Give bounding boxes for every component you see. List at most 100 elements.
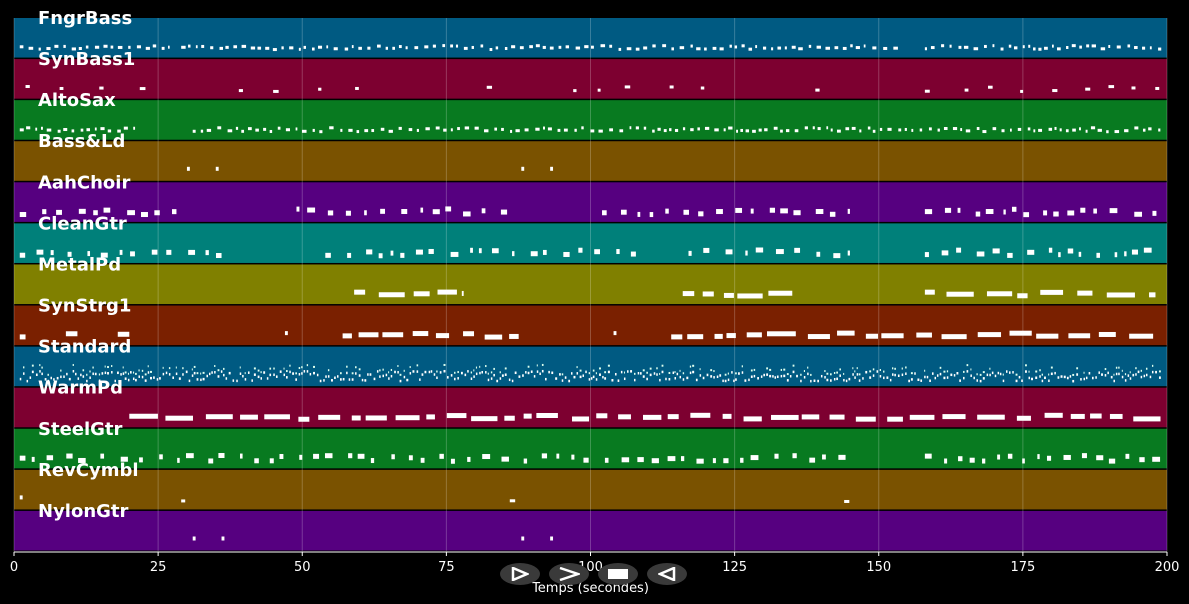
note [602,210,607,216]
forward-button[interactable] [549,563,589,585]
note [1085,376,1088,380]
note [499,371,501,374]
note [1140,375,1143,379]
note [19,128,24,132]
note [713,370,715,373]
note [31,364,34,367]
note [77,377,80,380]
note [879,375,882,378]
note [777,46,782,50]
note [815,88,820,92]
note [247,371,250,374]
note [745,250,748,256]
note [690,128,694,132]
note [1048,379,1050,383]
note [729,44,732,48]
note [646,371,648,374]
note [289,46,294,50]
note [415,249,423,255]
stop-button[interactable] [598,563,638,585]
note [361,378,364,382]
rewind-icon [658,567,676,581]
note [916,332,932,338]
note [588,372,591,375]
note [103,207,111,213]
note [662,44,667,48]
note [1096,455,1104,461]
note [1131,249,1138,255]
note [110,45,114,49]
note [830,128,833,132]
note [559,373,561,376]
note [833,253,841,259]
note [695,378,698,382]
note [883,46,888,50]
note [592,369,595,372]
note [162,372,165,376]
note [845,379,848,383]
note [464,126,470,130]
note [982,130,987,134]
note [390,250,394,256]
note [710,369,713,372]
note [665,377,667,381]
note [235,126,239,130]
note [768,290,793,296]
note [337,375,339,378]
note [1071,44,1076,48]
note [298,416,310,422]
note [963,45,969,49]
note [398,45,402,49]
note [1027,127,1031,131]
note [982,377,985,380]
note [454,377,456,381]
note [284,331,288,336]
note [680,456,685,462]
note [138,369,140,372]
note [1114,252,1118,258]
note [313,453,320,459]
note [963,370,965,373]
note [487,378,490,382]
note [124,371,127,374]
note [748,47,753,51]
note [165,415,193,421]
note [530,251,538,257]
note [862,377,864,380]
note [141,375,144,379]
note [901,373,904,377]
note [182,367,184,370]
note [1134,46,1138,50]
note [682,127,686,131]
note [686,376,689,380]
note [536,364,538,367]
note [646,377,648,381]
note [457,127,460,131]
note [653,372,656,375]
note [442,44,446,48]
note [731,371,733,374]
note [1134,211,1143,217]
note [185,370,188,374]
note [473,375,475,378]
note [380,127,385,131]
rewind-button[interactable] [647,563,687,585]
note [470,247,473,253]
play-button[interactable] [500,563,540,585]
note [19,212,27,218]
note [1038,128,1043,132]
note [1048,127,1053,131]
note [227,129,233,133]
note [550,166,554,171]
note [798,47,803,51]
note [250,46,256,50]
note [101,372,104,375]
note [976,127,980,131]
note [750,369,753,372]
note [436,370,438,373]
note [403,369,405,372]
note [1012,371,1014,374]
note [543,126,545,130]
note [1107,371,1109,375]
note [824,376,826,379]
